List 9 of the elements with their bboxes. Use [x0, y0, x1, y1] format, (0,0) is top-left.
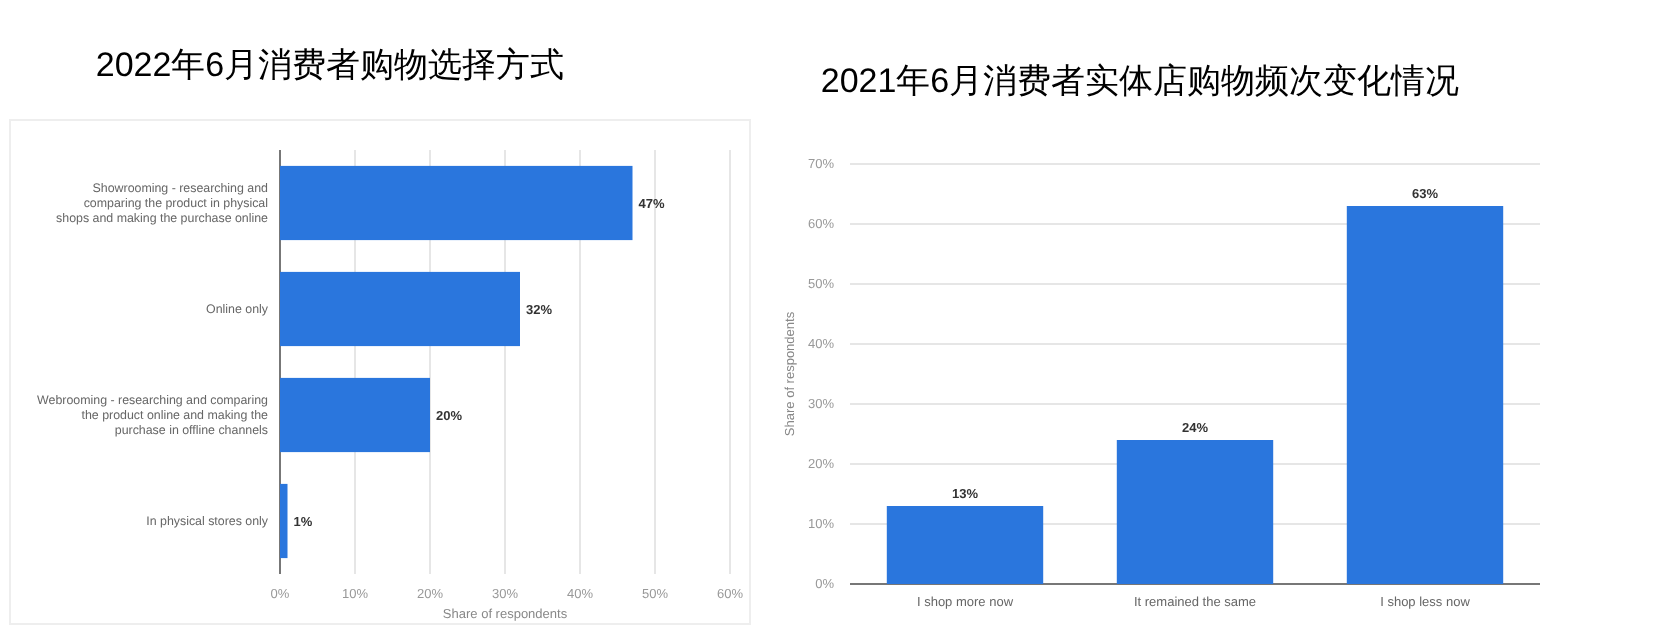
bar [886, 506, 1044, 584]
bar [280, 377, 430, 453]
bar [280, 165, 633, 241]
bar [280, 483, 288, 559]
bar [1116, 440, 1274, 584]
chart-title: 2021年6月消费者实体店购物频次变化情况 [820, 62, 1460, 100]
bar [280, 271, 520, 347]
chart-title: 2022年6月消费者购物选择方式 [95, 46, 565, 84]
bar [1346, 206, 1504, 584]
